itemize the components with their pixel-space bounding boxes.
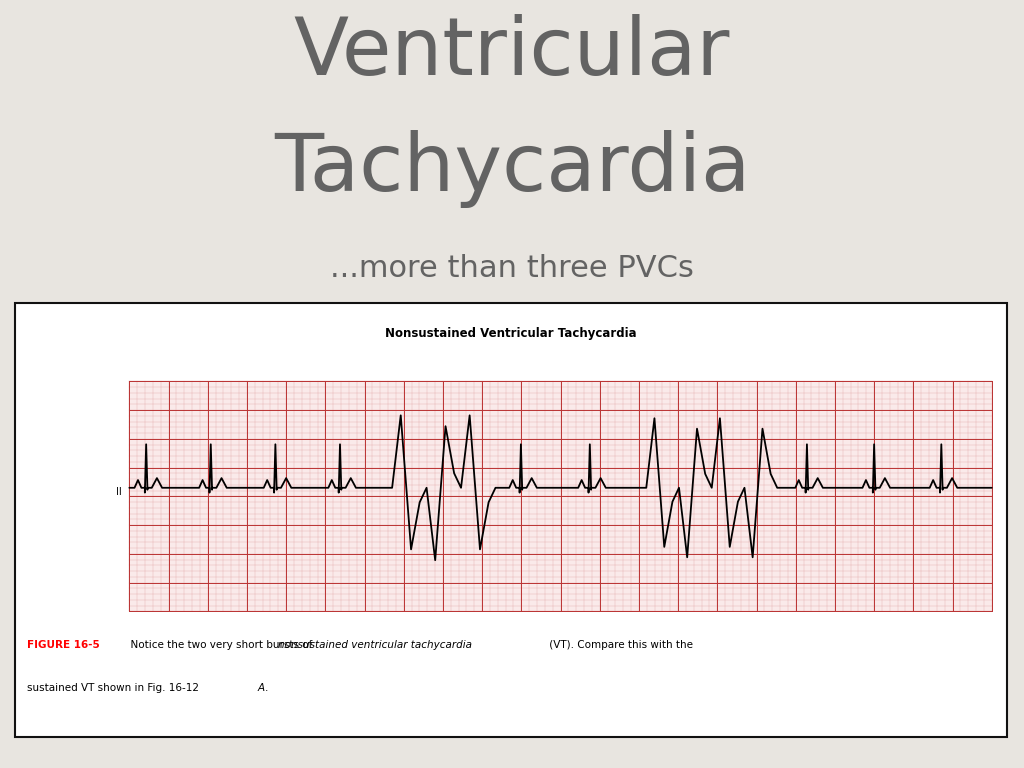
Text: (VT). Compare this with the: (VT). Compare this with the [546, 640, 692, 650]
Text: ...more than three PVCs: ...more than three PVCs [330, 254, 694, 283]
Text: A: A [257, 683, 264, 693]
Text: Notice the two very short bursts of: Notice the two very short bursts of [124, 640, 316, 650]
Text: .: . [265, 683, 268, 693]
Text: Ventricular: Ventricular [294, 14, 730, 91]
Text: Tachycardia: Tachycardia [273, 131, 751, 208]
Text: Nonsustained Ventricular Tachycardia: Nonsustained Ventricular Tachycardia [385, 327, 637, 340]
Bar [129, 382, 991, 611]
Text: FIGURE 16-5: FIGURE 16-5 [28, 640, 100, 650]
Text: II: II [116, 487, 122, 497]
Text: nonsustained ventricular tachycardia: nonsustained ventricular tachycardia [279, 640, 472, 650]
Text: sustained VT shown in Fig. 16-12: sustained VT shown in Fig. 16-12 [28, 683, 200, 693]
